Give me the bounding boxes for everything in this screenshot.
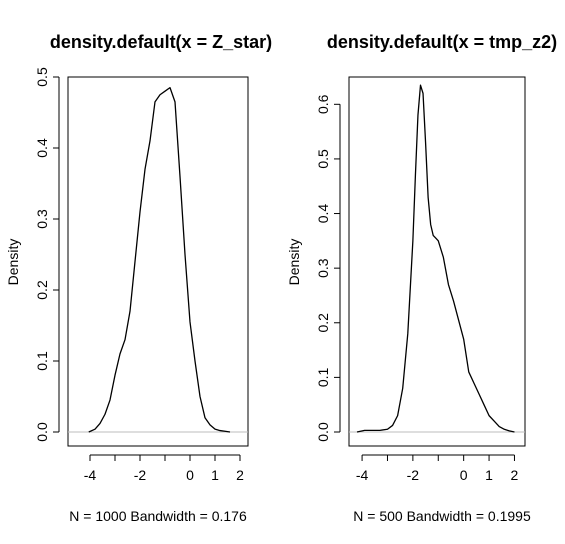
x-sub-label: N = 500 Bandwidth = 0.1995 — [353, 508, 531, 524]
y-tick-label: 0.3 — [315, 258, 331, 278]
y-axis: 0.0 0.1 0.2 0.3 0.4 0.5 — [34, 67, 60, 442]
x-tick-label: 0 — [460, 467, 468, 483]
plot-frame — [348, 76, 526, 447]
panel-tmp-z2: density.default(x = tmp_z2) 0.0 0.1 0.2 0.3… — [286, 32, 557, 524]
y-tick-label: 0.5 — [315, 149, 331, 169]
x-tick-label: 2 — [236, 467, 244, 483]
y-axis-label: Density — [5, 239, 21, 286]
chart-title: density.default(x = tmp_z2) — [327, 32, 557, 52]
x-axis: -4 -2 0 1 2 — [356, 454, 519, 483]
x-tick-label: 2 — [511, 467, 519, 483]
x-sub-label: N = 1000 Bandwidth = 0.176 — [69, 508, 247, 524]
y-tick-label: 0.0 — [315, 422, 331, 442]
plot-frame — [67, 76, 249, 447]
y-tick-label: 0.4 — [34, 138, 50, 158]
y-tick-label: 0.1 — [315, 367, 331, 387]
density-curve — [356, 84, 515, 433]
x-tick-label: -4 — [84, 467, 97, 483]
x-tick-label: -2 — [407, 467, 420, 483]
x-tick-label: -2 — [134, 467, 147, 483]
y-axis-label: Density — [286, 239, 302, 286]
x-axis: -4 -2 0 1 2 — [84, 454, 244, 483]
x-tick-label: -4 — [356, 467, 369, 483]
density-curve — [88, 87, 231, 433]
y-tick-label: 0.2 — [34, 280, 50, 300]
y-tick-label: 0.1 — [34, 351, 50, 371]
x-tick-label: 1 — [485, 467, 493, 483]
y-tick-label: 0.3 — [34, 209, 50, 229]
y-axis: 0.0 0.1 0.2 0.3 0.4 0.5 0.6 — [315, 94, 341, 442]
x-tick-label: 1 — [211, 467, 219, 483]
x-tick-label: 0 — [186, 467, 194, 483]
chart-title: density.default(x = Z_star) — [50, 32, 272, 52]
y-tick-label: 0.6 — [315, 94, 331, 114]
y-tick-label: 0.4 — [315, 204, 331, 224]
y-tick-label: 0.2 — [315, 313, 331, 333]
y-tick-label: 0.5 — [34, 67, 50, 87]
y-tick-label: 0.0 — [34, 422, 50, 442]
panel-z-star: density.default(x = Z_star) 0.0 0.1 0.2 0.3… — [5, 32, 272, 524]
